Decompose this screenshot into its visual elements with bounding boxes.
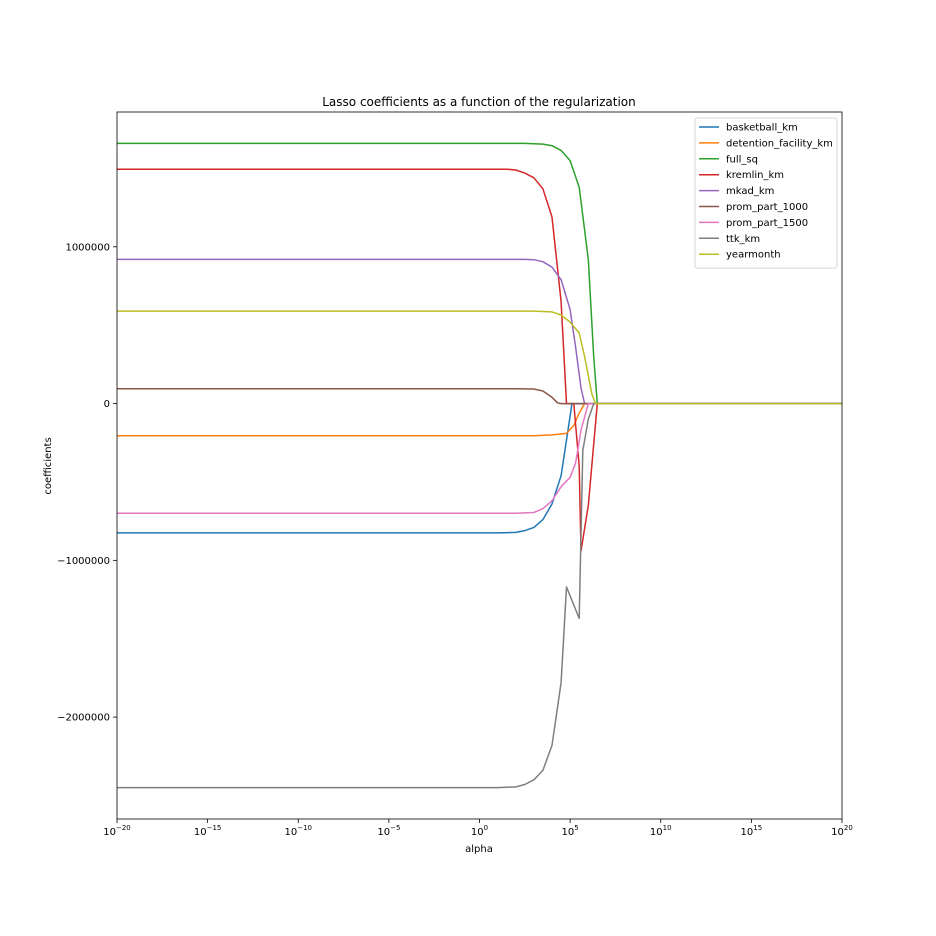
series-line-ttk-km (117, 402, 842, 789)
series-line-detention-facility-km (117, 402, 842, 437)
y-axis-label: coefficients (43, 437, 54, 494)
x-tick-label: 1010 (650, 824, 672, 838)
series-line-full-sq (117, 142, 842, 405)
y-tick-label: −2000000 (57, 713, 110, 724)
x-axis-label: alpha (465, 844, 493, 855)
x-tick-label: 10−20 (103, 824, 131, 838)
x-tick-label: 10−10 (284, 824, 312, 838)
series-line-kremlin-km (117, 168, 842, 552)
series-line-yearmonth (117, 310, 842, 405)
legend-entry: prom_part_1500 (726, 218, 808, 229)
legend-frame (694, 117, 838, 269)
x-tick-label: 10−15 (194, 824, 222, 838)
legend: basketball_km detention_facility_km full_s… (694, 117, 838, 269)
series-layer (117, 142, 842, 789)
series-line-mkad-km (117, 258, 842, 405)
x-tick-label: 100 (471, 824, 488, 838)
legend-entry: ttk_km (726, 234, 760, 245)
series-line-prom-part-1000 (117, 387, 842, 405)
y-axis: 1000000 0 −1000000 −2000000 (57, 242, 117, 724)
y-tick-label: −1000000 (57, 556, 110, 567)
y-tick-label: 0 (104, 399, 110, 410)
legend-entry: mkad_km (726, 186, 774, 197)
series-line-basketball-km (117, 402, 842, 534)
legend-entry: yearmonth (726, 250, 781, 261)
x-axis: 10−20 10−15 10−10 10−5 100 105 1010 1015 1020 (103, 819, 853, 838)
legend-entry: kremlin_km (726, 170, 784, 181)
legend-entry: basketball_km (726, 123, 798, 134)
x-tick-label: 10−5 (377, 824, 400, 838)
legend-entry: full_sq (726, 154, 758, 165)
legend-entry: detention_facility_km (726, 138, 833, 149)
x-tick-label: 105 (562, 824, 579, 838)
y-tick-label: 1000000 (65, 242, 110, 253)
chart-title: Lasso coefficients as a function of the … (322, 95, 636, 109)
x-tick-label: 1020 (831, 824, 853, 838)
series-line-prom-part-1500 (117, 402, 842, 515)
legend-entry: prom_part_1000 (726, 202, 808, 213)
x-tick-label: 1015 (741, 824, 763, 838)
